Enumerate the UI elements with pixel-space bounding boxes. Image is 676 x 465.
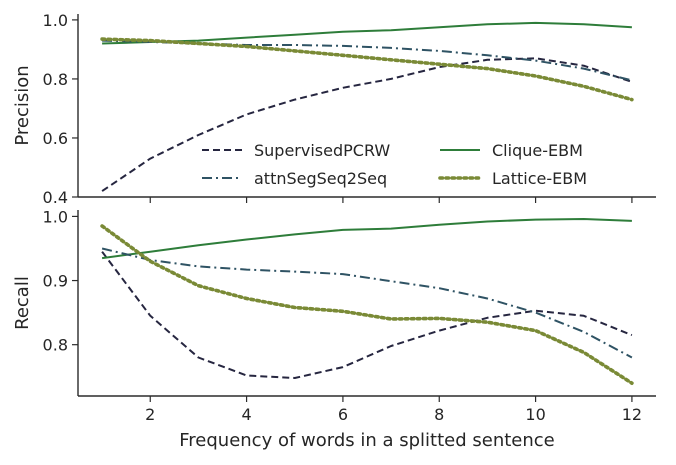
y-tick-label: 0.4 — [43, 188, 68, 207]
legend: SupervisedPCRW Clique-EBM attnSegSeq2Seq La… — [202, 141, 587, 188]
series-line-clique-ebm — [102, 21, 632, 45]
legend-item-clique-ebm: Clique-EBM — [440, 141, 583, 160]
y-tick-label: 1.0 — [43, 207, 68, 226]
legend-label: SupervisedPCRW — [254, 141, 390, 160]
legend-label: Clique-EBM — [492, 141, 583, 160]
y-tick-label: 0.6 — [43, 129, 68, 148]
legend-label: attnSegSeq2Seq — [254, 169, 387, 188]
precision-panel: 0.4 0.6 0.8 1.0 Precision — [12, 11, 656, 207]
y-tick-label: 1.0 — [43, 11, 68, 30]
x-tick-label: 12 — [622, 405, 642, 424]
series-line-attnsegseq2seq — [101, 247, 633, 359]
series-line-lattice-ebm — [100, 37, 634, 102]
series-line-lattice-ebm — [100, 224, 634, 386]
legend-item-supervisedpcrw: SupervisedPCRW — [202, 141, 390, 160]
legend-item-lattice-ebm: Lattice-EBM — [438, 169, 587, 188]
x-tick-label: 8 — [434, 405, 444, 424]
x-tick-label: 2 — [145, 405, 155, 424]
y-tick-label: 0.8 — [43, 70, 68, 89]
series-line-clique-ebm — [101, 218, 632, 260]
legend-item-attnsegseq2seq: attnSegSeq2Seq — [202, 169, 387, 188]
series-line-supervisedpcrw — [101, 57, 633, 192]
y-tick-label: 0.9 — [43, 272, 68, 291]
y-tick-label: 0.8 — [43, 336, 68, 355]
x-tick-label: 6 — [338, 405, 348, 424]
legend-label: Lattice-EBM — [492, 169, 587, 188]
series-line-supervisedpcrw — [101, 251, 633, 379]
x-tick-label: 10 — [525, 405, 545, 424]
y-axis-label: Recall — [12, 276, 33, 330]
x-axis-label: Frequency of words in a splitted sentenc… — [179, 430, 555, 451]
y-axis-label: Precision — [12, 65, 33, 145]
recall-panel: 0.8 0.9 1.0 2 4 6 8 10 12 Recall Frequency of word… — [12, 207, 656, 451]
x-tick-label: 4 — [241, 405, 251, 424]
